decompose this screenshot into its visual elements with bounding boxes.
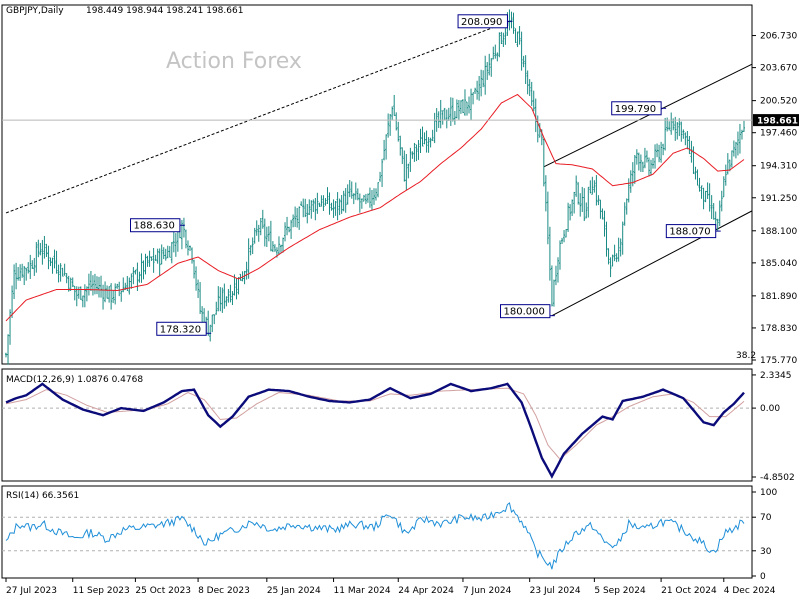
- symbol-label: GBPJPY,Daily: [6, 6, 64, 16]
- annotation-box: [130, 218, 181, 233]
- x-tick-label: 24 Apr 2024: [398, 586, 454, 596]
- current-price-label: 198.661: [757, 117, 798, 127]
- current-price-line: 198.661: [2, 114, 799, 127]
- x-tick-label: 4 Dec 2024: [724, 586, 776, 596]
- rsi-plot: [5, 502, 745, 570]
- x-axis-labels: 27 Jul 2023 11 Sep 2023 25 Oct 2023 8 Dec 2…: [5, 578, 776, 596]
- price-tick-label: 188.100: [760, 227, 797, 237]
- annotation-box: [665, 224, 717, 239]
- price-tick-label: 206.730: [760, 32, 797, 42]
- price-tick-label: 175.770: [760, 356, 797, 366]
- price-tick-label: 178.830: [760, 324, 797, 334]
- moving-average: [5, 93, 745, 322]
- panel-frame-2: [1, 485, 753, 579]
- panel-frame-1: [1, 368, 753, 482]
- x-tick-label: 21 Oct 2024: [661, 586, 717, 596]
- annotation-label: 188.630: [134, 221, 175, 232]
- y-axis-labels: 206.730 203.670 200.520 197.460 194.310 191.2…: [752, 32, 797, 582]
- price-tick-label: 185.040: [760, 259, 797, 269]
- price-tick-label: 197.460: [760, 129, 797, 139]
- x-tick-label: 8 Dec 2023: [198, 586, 250, 596]
- panel-frames: [1, 4, 753, 579]
- price-tick-label: 194.310: [760, 162, 797, 172]
- price-tick-label: 181.890: [760, 292, 797, 302]
- annotation-box: [500, 304, 551, 319]
- rsi-line: [5, 502, 745, 570]
- annotation-box: [156, 321, 207, 336]
- annotation-label: 178.320: [160, 324, 201, 335]
- rsi-tick-label: 30: [760, 547, 772, 557]
- annotation-label: 188.070: [669, 227, 710, 238]
- x-tick-label: 11 Sep 2023: [73, 586, 130, 596]
- x-tick-label: 11 Mar 2024: [334, 586, 391, 596]
- rsi-tick-label: 70: [760, 513, 772, 523]
- watermark-text: Action Forex: [166, 49, 302, 74]
- chart-header: GBPJPY,Daily 198.449 198.944 198.241 198…: [6, 6, 243, 16]
- macd-signal-line: [5, 387, 745, 460]
- x-tick-label: 27 Jul 2023: [6, 586, 57, 596]
- annotation-label: 180.000: [504, 307, 545, 318]
- macd-label: MACD(12,26,9) 1.0876 0.4768: [6, 375, 143, 385]
- fib-level-label: 38.2: [736, 351, 756, 361]
- price-trendlines[interactable]: [5, 20, 753, 317]
- annotation-box: [457, 14, 508, 29]
- panel-frame-0: [1, 4, 753, 365]
- rsi-tick-label: 0: [760, 572, 766, 582]
- price-tick-label: 203.670: [760, 64, 797, 74]
- macd-tick-label: -4.8502: [760, 473, 795, 483]
- price-annotations[interactable]: 208.090 188.630 178.320 199.790 188.070 180.0…: [130, 14, 721, 336]
- price-tick-label: 191.250: [760, 194, 797, 204]
- grid-lines: [2, 407, 752, 552]
- x-tick-label: 5 Sep 2024: [594, 586, 646, 596]
- price-bars: [5, 9, 745, 365]
- annotation-label: 208.090: [461, 17, 502, 28]
- trendline-1: [551, 210, 753, 317]
- moving-average-line: [5, 93, 745, 322]
- trendline-2: [543, 63, 753, 168]
- current-price-box: [753, 114, 799, 127]
- annotation-label: 199.790: [615, 104, 656, 115]
- rsi-tick-label: 100: [760, 488, 777, 498]
- x-tick-label: 25 Oct 2023: [135, 586, 191, 596]
- x-tick-label: 23 Jul 2024: [530, 586, 581, 596]
- price-tick-label: 200.520: [760, 97, 797, 107]
- ohlc-values: 198.449 198.944 198.241 198.661: [86, 6, 243, 16]
- rsi-label: RSI(14) 66.3561: [6, 491, 79, 501]
- x-tick-label: 25 Jan 2024: [267, 586, 321, 596]
- macd-tick-label: 2.3345: [760, 371, 792, 381]
- macd-main-line: [5, 382, 745, 479]
- macd-plot: [5, 382, 745, 479]
- x-tick-label: 7 Jun 2024: [463, 586, 512, 596]
- annotation-box: [611, 101, 662, 116]
- macd-tick-label: 0.00: [760, 404, 780, 414]
